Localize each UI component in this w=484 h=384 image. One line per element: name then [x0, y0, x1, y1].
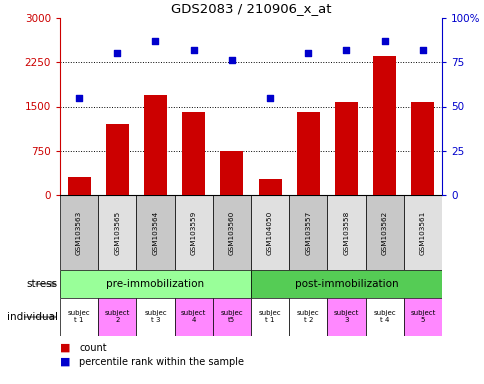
Point	[151, 38, 159, 44]
Bar	[327, 298, 365, 336]
Bar	[410, 102, 434, 195]
Bar	[220, 151, 243, 195]
Text: subjec
t 1: subjec t 1	[258, 311, 281, 323]
Bar	[60, 270, 251, 298]
Point	[304, 50, 312, 56]
Text: stress: stress	[27, 279, 58, 289]
Text: GSM103563: GSM103563	[76, 210, 82, 255]
Text: individual: individual	[7, 312, 58, 322]
Bar	[67, 177, 91, 195]
Bar	[251, 298, 288, 336]
Bar	[98, 195, 136, 270]
Point	[418, 47, 426, 53]
Point	[227, 58, 235, 64]
Text: subject
2: subject 2	[105, 311, 130, 323]
Text: subject
3: subject 3	[333, 311, 359, 323]
Text: percentile rank within the sample: percentile rank within the sample	[79, 357, 244, 367]
Bar	[60, 298, 98, 336]
Bar	[365, 298, 403, 336]
Bar	[251, 195, 288, 270]
Bar	[106, 124, 128, 195]
Text: GSM103562: GSM103562	[381, 210, 387, 255]
Text: GSM104050: GSM104050	[267, 210, 272, 255]
Point	[342, 47, 349, 53]
Bar	[98, 298, 136, 336]
Bar	[258, 179, 281, 195]
Bar	[334, 103, 357, 195]
Point	[380, 38, 388, 44]
Text: GSM103559: GSM103559	[190, 210, 197, 255]
Text: subject
5: subject 5	[409, 311, 435, 323]
Bar	[288, 195, 327, 270]
Bar	[251, 270, 441, 298]
Text: GSM103558: GSM103558	[343, 210, 349, 255]
Bar	[60, 195, 98, 270]
Point	[189, 47, 197, 53]
Bar	[212, 195, 251, 270]
Text: subjec
t 3: subjec t 3	[144, 311, 166, 323]
Title: GDS2083 / 210906_x_at: GDS2083 / 210906_x_at	[170, 2, 331, 15]
Text: subjec
t 4: subjec t 4	[373, 311, 395, 323]
Bar	[136, 195, 174, 270]
Text: pre-immobilization: pre-immobilization	[106, 279, 204, 289]
Point	[113, 50, 121, 56]
Text: GSM103561: GSM103561	[419, 210, 425, 255]
Bar	[174, 195, 212, 270]
Text: subjec
t 2: subjec t 2	[296, 311, 319, 323]
Text: GSM103557: GSM103557	[304, 210, 311, 255]
Bar	[327, 195, 365, 270]
Bar	[136, 298, 174, 336]
Text: post-immobilization: post-immobilization	[294, 279, 397, 289]
Text: GSM103565: GSM103565	[114, 210, 120, 255]
Bar	[182, 113, 205, 195]
Text: count: count	[79, 343, 107, 353]
Text: subject
4: subject 4	[181, 311, 206, 323]
Text: GSM103564: GSM103564	[152, 210, 158, 255]
Text: subjec
t 1: subjec t 1	[68, 311, 90, 323]
Bar	[144, 95, 166, 195]
Bar	[373, 56, 395, 195]
Bar	[174, 298, 212, 336]
Bar	[403, 298, 441, 336]
Bar	[403, 195, 441, 270]
Text: subjec
t5: subjec t5	[220, 311, 242, 323]
Bar	[365, 195, 403, 270]
Point	[75, 94, 83, 101]
Bar	[288, 298, 327, 336]
Text: GSM103560: GSM103560	[228, 210, 234, 255]
Text: ■: ■	[60, 343, 74, 353]
Point	[266, 94, 273, 101]
Text: ■: ■	[60, 357, 74, 367]
Bar	[212, 298, 251, 336]
Bar	[296, 113, 319, 195]
